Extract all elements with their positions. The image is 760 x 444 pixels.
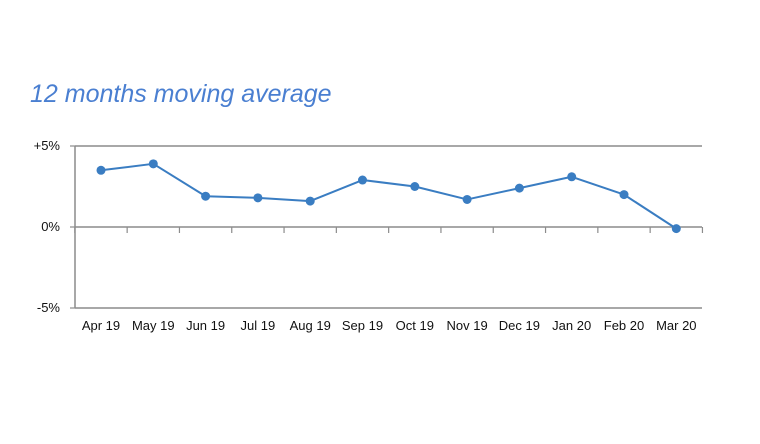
data-point xyxy=(253,193,263,203)
x-tick-label: Sep 19 xyxy=(342,318,383,333)
x-tick-label: Jun 19 xyxy=(186,318,225,333)
x-tick-label: May 19 xyxy=(132,318,175,333)
series-group xyxy=(96,159,681,234)
data-point xyxy=(148,159,158,169)
x-tick-label: Nov 19 xyxy=(446,318,487,333)
x-tick-label: Mar 20 xyxy=(656,318,696,333)
x-tick-label: Aug 19 xyxy=(290,318,331,333)
x-tick-label: Jan 20 xyxy=(552,318,591,333)
data-point xyxy=(201,191,211,201)
x-tick-label: Feb 20 xyxy=(604,318,644,333)
axes xyxy=(70,145,704,309)
x-tick-label: Apr 19 xyxy=(82,318,120,333)
series-line xyxy=(100,162,677,230)
grid-lines xyxy=(75,145,702,309)
chart-title: 12 months moving average xyxy=(30,80,332,108)
data-point xyxy=(514,183,524,193)
data-point xyxy=(410,182,420,191)
y-tick-labels: +5% 0% -5% xyxy=(34,138,61,315)
y-tick-label: -5% xyxy=(37,300,61,315)
data-point xyxy=(96,165,106,175)
x-tick-label: Dec 19 xyxy=(499,318,540,333)
y-tick-label: +5% xyxy=(34,138,61,153)
y-tick-label: 0% xyxy=(41,219,60,234)
data-point xyxy=(567,172,577,182)
data-point xyxy=(358,175,367,185)
data-point xyxy=(305,196,315,206)
data-point xyxy=(671,224,681,234)
x-tick-labels: Apr 19 May 19 Jun 19 Jul 19 Aug 19 Sep 19 Oct … xyxy=(82,318,697,333)
x-tick-label: Jul 19 xyxy=(241,318,276,333)
data-point xyxy=(462,194,472,204)
data-point xyxy=(619,190,629,200)
x-tick-label: Oct 19 xyxy=(396,318,434,333)
